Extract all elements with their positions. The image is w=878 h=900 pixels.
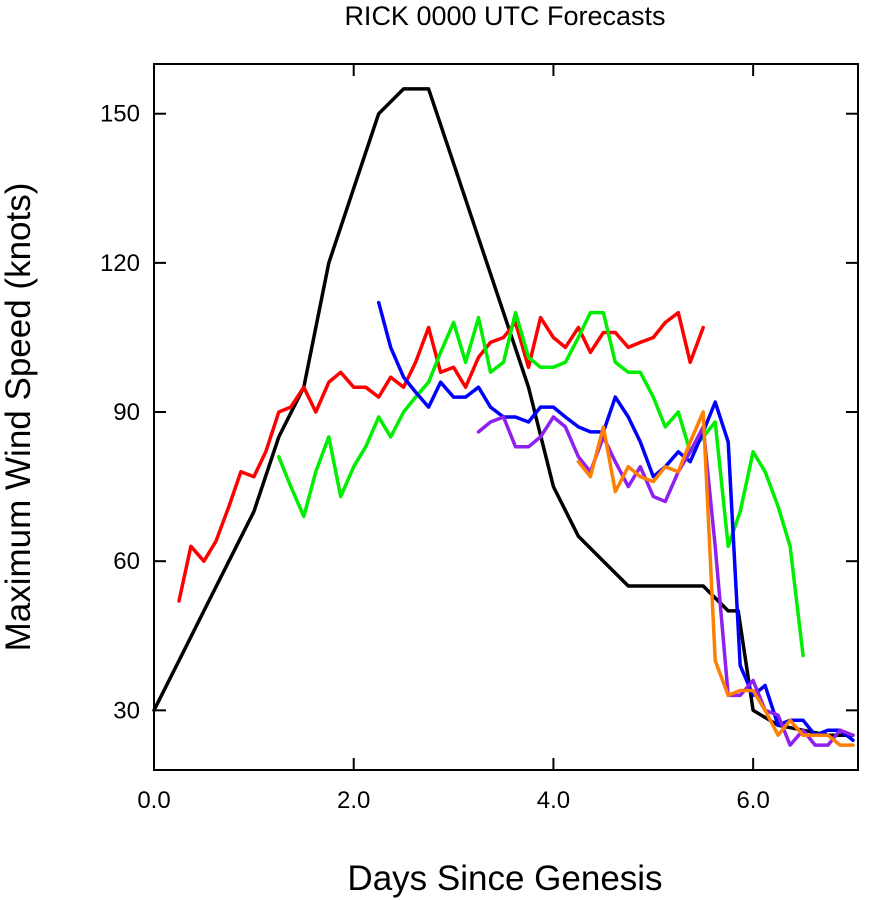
y-tick-label: 120 xyxy=(100,250,140,277)
x-tick-label: 0.0 xyxy=(137,787,170,814)
plot-frame xyxy=(153,63,859,771)
chart-title: RICK 0000 UTC Forecasts xyxy=(344,1,665,31)
y-tick-label: 60 xyxy=(113,548,140,575)
x-tick-label: 6.0 xyxy=(736,787,769,814)
series-line-3 xyxy=(277,310,805,658)
y-tick-label: 150 xyxy=(100,101,140,128)
series-line-2 xyxy=(177,310,705,603)
x-tick-label: 2.0 xyxy=(337,787,370,814)
series-line-6 xyxy=(576,410,855,747)
series-line-1 xyxy=(152,87,855,737)
ticks-layer: 0.0 2.0 4.0 6.0 30 60 90 120 150 xyxy=(100,64,858,814)
x-tick-label: 4.0 xyxy=(537,787,570,814)
y-tick-label: 30 xyxy=(113,697,140,724)
x-axis-label: Days Since Genesis xyxy=(347,859,662,898)
series-line-5 xyxy=(476,415,855,747)
y-tick-label: 90 xyxy=(113,399,140,426)
series-layer xyxy=(152,87,855,747)
y-axis-label: Maximum Wind Speed (knots) xyxy=(0,183,38,652)
